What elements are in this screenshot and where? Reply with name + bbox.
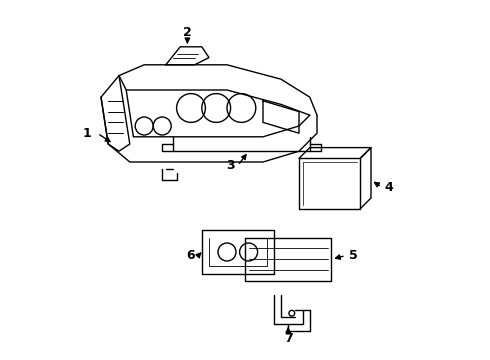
Text: 1: 1	[82, 127, 91, 140]
Text: 3: 3	[226, 159, 235, 172]
Text: 4: 4	[385, 181, 393, 194]
Text: 2: 2	[183, 26, 192, 39]
Text: 7: 7	[284, 332, 293, 345]
Text: 5: 5	[348, 249, 357, 262]
Text: 6: 6	[187, 249, 196, 262]
